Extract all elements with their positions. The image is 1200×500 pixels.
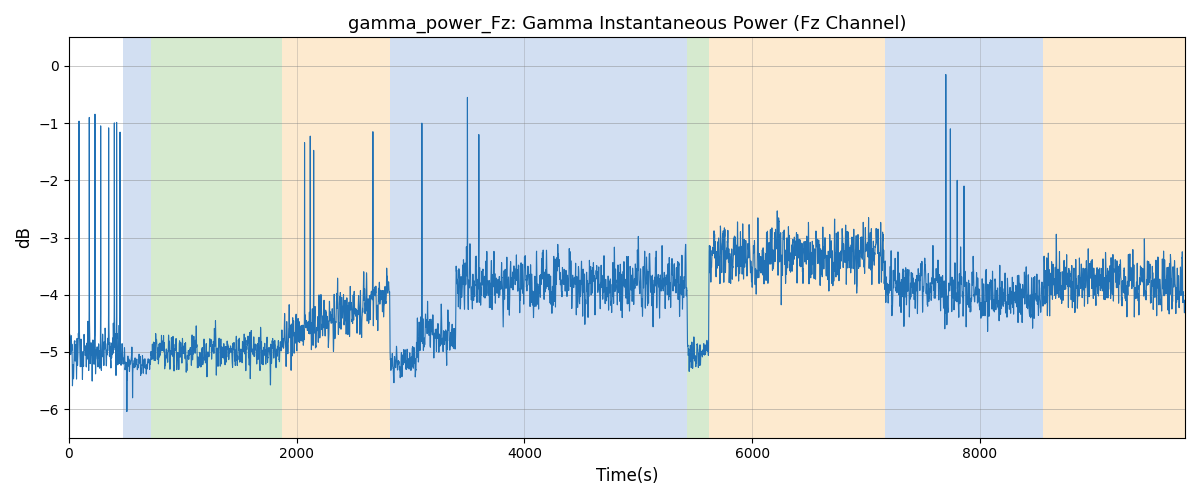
Bar [688, 38, 709, 438]
Bar [124, 38, 151, 438]
Bar [886, 38, 943, 438]
Bar [456, 38, 688, 438]
Bar [282, 38, 390, 438]
Title: gamma_power_Fz: Gamma Instantaneous Power (Fz Channel): gamma_power_Fz: Gamma Instantaneous Powe… [348, 15, 906, 34]
Bar [709, 38, 886, 438]
Bar [943, 38, 1043, 438]
Bar [151, 38, 282, 438]
Bar [1043, 38, 1186, 438]
Bar [416, 38, 456, 438]
X-axis label: Time(s): Time(s) [595, 467, 658, 485]
Y-axis label: dB: dB [16, 226, 34, 248]
Bar [390, 38, 416, 438]
